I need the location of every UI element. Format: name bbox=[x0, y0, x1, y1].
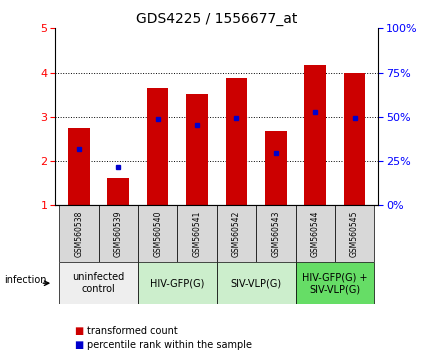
Title: GDS4225 / 1556677_at: GDS4225 / 1556677_at bbox=[136, 12, 298, 26]
Text: infection: infection bbox=[4, 275, 47, 285]
Bar bbox=[226, 78, 247, 205]
Text: GSM560545: GSM560545 bbox=[350, 210, 359, 257]
Text: GSM560538: GSM560538 bbox=[74, 210, 83, 257]
Bar bbox=[265, 131, 287, 205]
Bar bbox=[344, 73, 366, 205]
Bar bbox=[59, 205, 99, 262]
Text: GSM560539: GSM560539 bbox=[114, 210, 123, 257]
Text: transformed count: transformed count bbox=[87, 326, 178, 336]
Bar bbox=[138, 262, 217, 304]
Text: ■: ■ bbox=[74, 340, 84, 350]
Bar bbox=[217, 205, 256, 262]
Bar bbox=[177, 205, 217, 262]
Text: GSM560543: GSM560543 bbox=[271, 210, 280, 257]
Bar bbox=[138, 205, 177, 262]
Bar bbox=[59, 262, 138, 304]
Bar bbox=[99, 205, 138, 262]
Text: GSM560544: GSM560544 bbox=[311, 210, 320, 257]
Bar bbox=[186, 94, 208, 205]
Bar bbox=[295, 205, 335, 262]
Text: HIV-GFP(G) +
SIV-VLP(G): HIV-GFP(G) + SIV-VLP(G) bbox=[302, 272, 368, 294]
Text: GSM560542: GSM560542 bbox=[232, 210, 241, 257]
Text: HIV-GFP(G): HIV-GFP(G) bbox=[150, 278, 204, 288]
Text: GSM560541: GSM560541 bbox=[193, 210, 201, 257]
Bar bbox=[295, 262, 374, 304]
Text: SIV-VLP(G): SIV-VLP(G) bbox=[231, 278, 282, 288]
Text: uninfected
control: uninfected control bbox=[72, 272, 125, 294]
Bar bbox=[256, 205, 295, 262]
Bar bbox=[68, 128, 90, 205]
Text: percentile rank within the sample: percentile rank within the sample bbox=[87, 340, 252, 350]
Bar bbox=[217, 262, 295, 304]
Text: GSM560540: GSM560540 bbox=[153, 210, 162, 257]
Bar bbox=[304, 65, 326, 205]
Text: ■: ■ bbox=[74, 326, 84, 336]
Bar bbox=[335, 205, 374, 262]
Bar bbox=[108, 178, 129, 205]
Bar bbox=[147, 88, 168, 205]
